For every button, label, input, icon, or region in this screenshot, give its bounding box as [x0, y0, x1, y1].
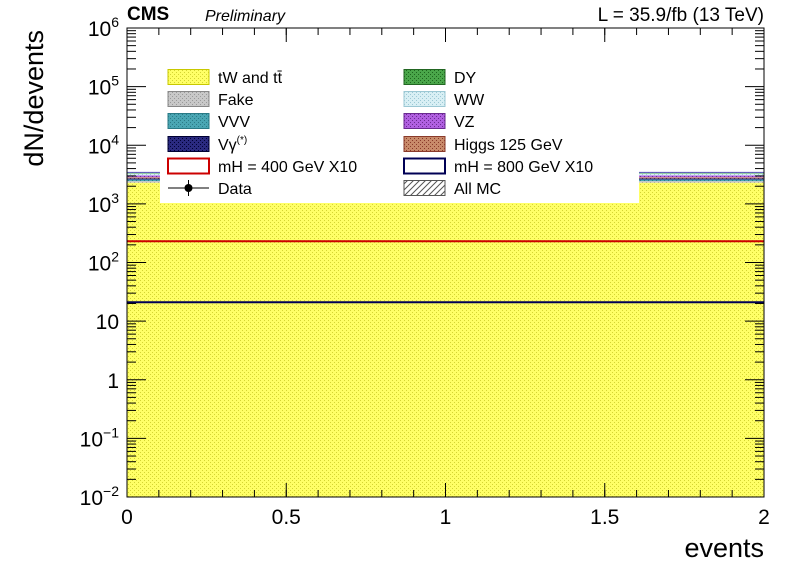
- legend-swatch: [403, 157, 446, 175]
- legend-box: [160, 63, 639, 203]
- legend-label: Higgs 125 GeV: [454, 137, 563, 154]
- legend-entry-4: VVV: [167, 113, 250, 131]
- legend-swatch: [403, 113, 446, 129]
- y-tick-label-3: 10: [96, 311, 119, 334]
- x-tick-label-1: 0.5: [272, 506, 301, 529]
- legend-label: All MC: [454, 181, 501, 198]
- legend-label: Vγ(*): [218, 135, 247, 154]
- legend-marker-dot: [184, 184, 193, 192]
- legend-swatch: [167, 113, 210, 129]
- legend-entry-0: tW and tt̄: [167, 69, 283, 87]
- legend-label: WW: [454, 92, 485, 109]
- legend-swatch: [403, 91, 446, 107]
- stack-layer: [127, 171, 764, 497]
- status-label: Preliminary: [205, 8, 286, 25]
- legend-label: Fake: [218, 92, 254, 109]
- x-tick-label-2: 1: [440, 506, 452, 529]
- legend-entry-6: Vγ(*): [167, 135, 247, 154]
- x-tick-label-4: 2: [758, 506, 770, 529]
- y-tick-label-0: 10−2: [80, 483, 120, 510]
- y-tick-label-4: 102: [88, 249, 119, 276]
- x-tick-label-0: 0: [121, 506, 133, 529]
- legend-entry-11: All MC: [403, 180, 501, 198]
- legend-entry-7: Higgs 125 GeV: [403, 136, 563, 154]
- legend-label: DY: [454, 70, 477, 87]
- legend-entry-5: VZ: [403, 113, 475, 131]
- legend-swatch: [403, 180, 446, 196]
- legend-entry-2: Fake: [167, 91, 254, 109]
- legend-entry-10: Data: [168, 180, 252, 198]
- stack-bar-0: [127, 182, 764, 497]
- legend-label: VVV: [218, 114, 250, 131]
- legend-swatch: [167, 157, 210, 175]
- legend-entry-1: DY: [403, 69, 477, 87]
- y-axis-title: dN/devents: [19, 30, 49, 167]
- y-tick-label-1: 10−1: [80, 424, 120, 451]
- legend-label: Data: [218, 181, 252, 198]
- y-axis: 10−2 10−1 1 10 102 103 104 105 106: [80, 14, 764, 510]
- legend-label: mH = 800 GeV X10: [454, 159, 593, 176]
- legend: tW and tt̄ DY Fake WW VVV VZ Vγ(*) Higgs 125 Ge…: [160, 63, 639, 203]
- lumi-label: L = 35.9/fb (13 TeV): [598, 5, 764, 26]
- legend-label: mH = 400 GeV X10: [218, 159, 357, 176]
- legend-swatch: [403, 136, 446, 152]
- y-tick-label-2: 1: [107, 370, 119, 393]
- legend-entry-3: WW: [403, 91, 485, 109]
- experiment-label: CMS: [127, 4, 169, 25]
- y-tick-label-5: 103: [88, 190, 119, 217]
- y-tick-label-8: 106: [88, 14, 119, 41]
- x-tick-label-3: 1.5: [590, 506, 619, 529]
- legend-label: VZ: [454, 114, 475, 131]
- signal-layer: [127, 240, 764, 304]
- legend-swatch: [167, 136, 210, 152]
- legend-label: tW and tt̄: [218, 70, 283, 87]
- legend-entry-8: mH = 400 GeV X10: [167, 157, 357, 176]
- y-tick-label-6: 104: [88, 131, 119, 158]
- legend-swatch: [167, 69, 210, 85]
- legend-entry-9: mH = 800 GeV X10: [403, 157, 593, 176]
- y-tick-label-7: 105: [88, 73, 119, 100]
- x-axis-title: events: [684, 533, 764, 563]
- legend-swatch: [167, 91, 210, 107]
- legend-swatch: [403, 69, 446, 85]
